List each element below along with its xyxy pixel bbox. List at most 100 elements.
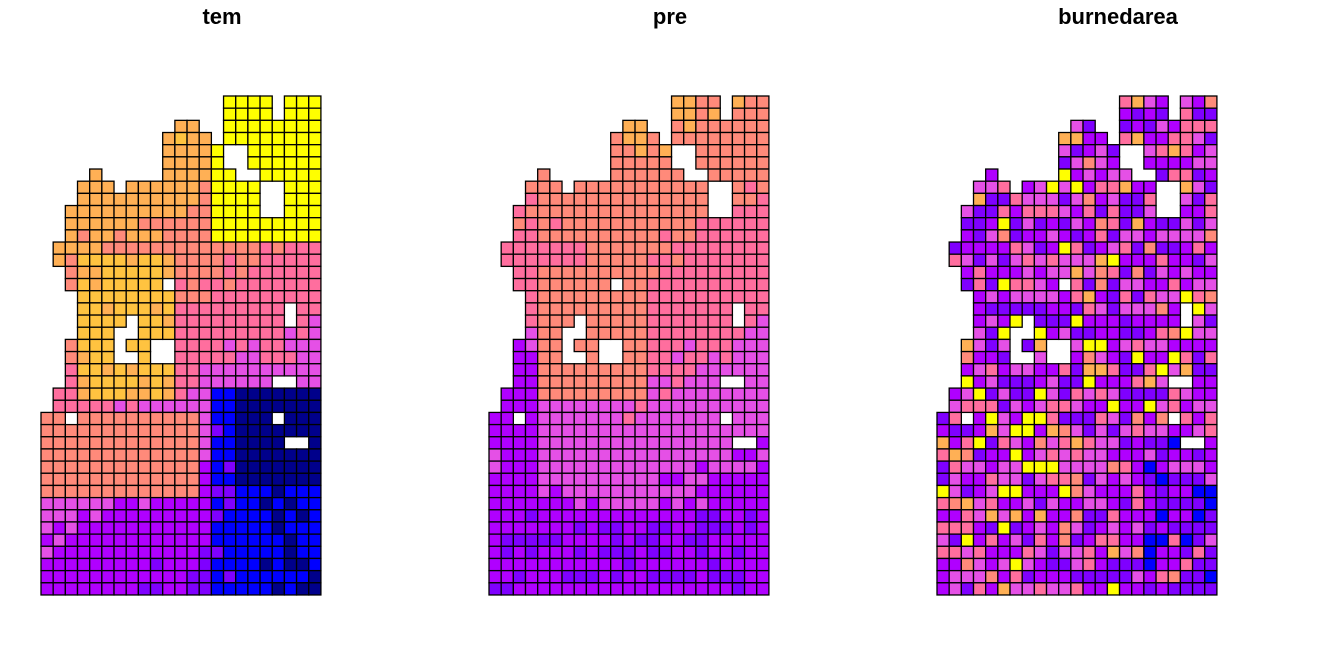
grid-cell-burnedarea xyxy=(1021,241,1036,255)
grid-cell-pre xyxy=(537,265,551,280)
grid-cell-tem xyxy=(113,241,127,255)
grid-cell-burnedarea xyxy=(1143,204,1157,219)
grid-cell-pre xyxy=(549,338,563,353)
grid-cell-burnedarea xyxy=(1155,582,1169,596)
grid-cell-tem xyxy=(162,375,176,389)
grid-cell-burnedarea xyxy=(1167,277,1182,292)
grid-cell-burnedarea xyxy=(1143,399,1157,414)
grid-cell-burnedarea xyxy=(1118,119,1133,134)
grid-cell-pre xyxy=(573,509,588,523)
grid-cell-tem xyxy=(222,180,237,195)
grid-cell-tem xyxy=(295,168,310,182)
grid-cell-pre xyxy=(597,277,612,292)
grid-cell-burnedarea xyxy=(1033,229,1048,243)
grid-cell-tem xyxy=(125,399,140,414)
grid-cell-pre xyxy=(731,180,746,195)
grid-cell-pre xyxy=(549,241,563,255)
grid-cell-burnedarea xyxy=(1167,314,1182,328)
grid-cell-burnedarea xyxy=(1045,375,1060,389)
grid-cell-pre xyxy=(549,302,563,316)
grid-cell-pre xyxy=(743,460,758,474)
grid-cell-burnedarea xyxy=(1094,217,1109,231)
grid-cell-tem xyxy=(222,582,237,596)
grid-cell-tem xyxy=(198,326,213,341)
grid-cell-tem xyxy=(101,302,115,316)
grid-cell-pre xyxy=(512,241,527,255)
grid-cell-pre xyxy=(731,509,746,523)
grid-cell-burnedarea xyxy=(1082,131,1096,146)
grid-cell-burnedarea xyxy=(1118,326,1133,341)
grid-cell-tem xyxy=(149,557,164,572)
grid-cell-tem xyxy=(295,411,310,426)
grid-cell-tem xyxy=(295,241,310,255)
grid-cell-tem xyxy=(295,180,310,195)
grid-cell-burnedarea xyxy=(948,582,962,596)
grid-cell-tem xyxy=(247,387,261,401)
grid-cell-pre xyxy=(683,399,697,414)
grid-cell-burnedarea xyxy=(1045,509,1060,523)
grid-cell-pre xyxy=(597,363,612,377)
grid-cell-tem xyxy=(174,387,188,401)
grid-cell-burnedarea xyxy=(1045,241,1060,255)
grid-cell-burnedarea xyxy=(1033,326,1048,341)
grid-cell-tem xyxy=(113,411,127,426)
grid-cell-burnedarea xyxy=(1131,521,1145,535)
grid-cell-tem xyxy=(308,204,322,219)
grid-cell-tem xyxy=(101,484,115,499)
grid-cell-pre xyxy=(695,484,709,499)
grid-cell-tem xyxy=(64,557,79,572)
grid-cell-burnedarea xyxy=(1191,557,1206,572)
grid-cell-pre xyxy=(731,107,746,121)
grid-cell-burnedarea xyxy=(1143,436,1157,450)
grid-cell-pre xyxy=(646,265,661,280)
grid-cell-tem xyxy=(271,277,286,292)
grid-cell-burnedarea xyxy=(1033,302,1048,316)
grid-cell-tem xyxy=(259,314,273,328)
grid-cell-pre xyxy=(756,253,770,268)
grid-cell-burnedarea xyxy=(1179,338,1194,353)
grid-cell-pre xyxy=(719,350,734,365)
grid-cell-burnedarea xyxy=(1045,582,1060,596)
grid-cell-tem xyxy=(101,399,115,414)
grid-cell-tem xyxy=(101,423,115,438)
grid-cell-pre xyxy=(549,217,563,231)
grid-cell-pre xyxy=(731,326,746,341)
grid-cell-burnedarea xyxy=(1082,582,1096,596)
grid-cell-pre xyxy=(488,460,502,474)
grid-cell-burnedarea xyxy=(948,253,962,268)
grid-cell-burnedarea xyxy=(1082,302,1096,316)
grid-cell-tem xyxy=(283,131,298,146)
grid-cell-tem xyxy=(40,557,54,572)
grid-cell-burnedarea xyxy=(997,363,1011,377)
grid-cell-pre xyxy=(707,472,721,487)
grid-cell-tem xyxy=(40,460,54,474)
grid-cell-tem xyxy=(235,387,249,401)
grid-cell-burnedarea xyxy=(1082,533,1096,547)
grid-cell-tem xyxy=(222,265,237,280)
grid-cell-pre xyxy=(597,217,612,231)
grid-cell-burnedarea xyxy=(1106,411,1121,426)
grid-cell-burnedarea xyxy=(997,569,1011,584)
grid-cell-pre xyxy=(707,545,721,560)
grid-cell-tem xyxy=(271,314,286,328)
grid-cell-burnedarea xyxy=(1118,204,1133,219)
grid-cell-tem xyxy=(174,484,188,499)
grid-cell-burnedarea xyxy=(1009,460,1023,474)
grid-cell-burnedarea xyxy=(1191,107,1206,121)
grid-cell-pre xyxy=(610,217,624,231)
grid-cell-tem xyxy=(64,509,79,523)
grid-cell-pre xyxy=(634,229,648,243)
grid-cell-pre xyxy=(524,521,539,535)
grid-cell-pre xyxy=(707,338,721,353)
grid-cell-pre xyxy=(683,448,697,462)
grid-cell-burnedarea xyxy=(948,484,962,499)
grid-cell-pre xyxy=(597,496,612,511)
grid-cell-pre xyxy=(670,229,685,243)
grid-cell-burnedarea xyxy=(997,241,1011,255)
grid-cell-burnedarea xyxy=(960,277,975,292)
grid-cell-burnedarea xyxy=(1009,509,1023,523)
grid-cell-burnedarea xyxy=(1118,387,1133,401)
grid-cell-pre xyxy=(646,533,661,547)
grid-cell-burnedarea xyxy=(948,436,962,450)
grid-cell-pre xyxy=(585,204,600,219)
